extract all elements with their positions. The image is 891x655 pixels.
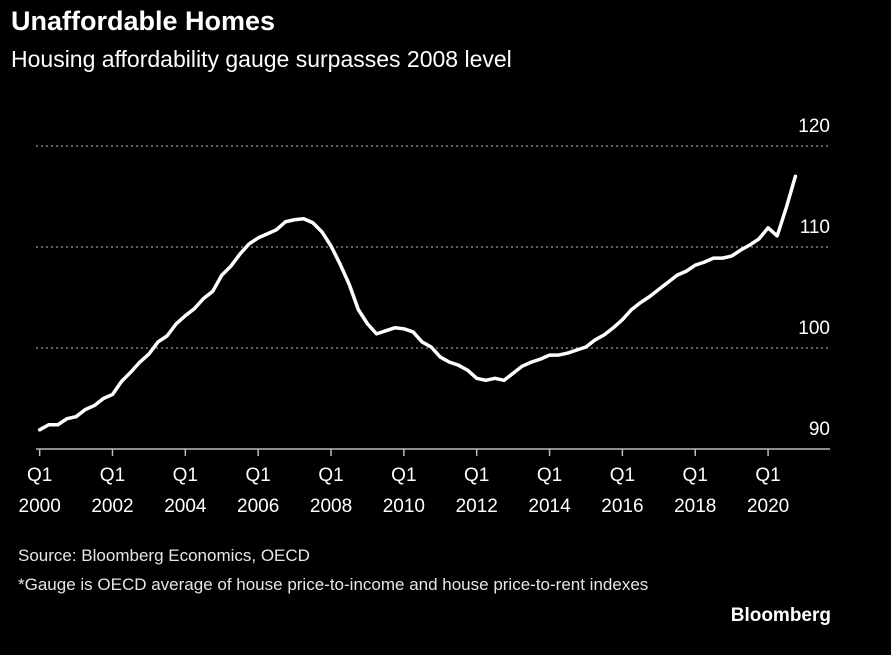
x-tick-label: 2018 — [674, 496, 716, 517]
y-tick-label: 110 — [800, 217, 830, 238]
x-tick-label: Q1 — [610, 465, 635, 486]
chart-title: Unaffordable Homes — [11, 6, 276, 36]
x-tick-label: 2020 — [747, 496, 789, 517]
note: *Gauge is OECD average of house price-to… — [18, 575, 649, 594]
x-tick-label: Q1 — [173, 465, 198, 486]
chart-subtitle: Housing affordability gauge surpasses 20… — [11, 46, 512, 72]
y-tick-label: 90 — [809, 419, 830, 440]
x-tick-label: 2006 — [237, 496, 279, 517]
x-tick-label: Q1 — [100, 465, 125, 486]
line — [37, 174, 798, 432]
brand: Bloomberg — [730, 605, 831, 626]
x-tick-label: Q1 — [537, 465, 562, 486]
x-tick-label: 2008 — [310, 496, 352, 517]
chart: 90 100 110 120 Q1 2000 Q1 2002 Q1 2004 Q1 2006 Q1 200… — [19, 116, 830, 517]
x-tick-label: 2004 — [164, 496, 207, 517]
x-tick-label: 2014 — [528, 496, 571, 517]
x-tick-label: 2000 — [19, 496, 61, 517]
y-tick-label: 120 — [798, 116, 830, 137]
x-tick-label: Q1 — [755, 465, 780, 486]
y-tick-label: 100 — [798, 318, 830, 339]
x-tick-label: Q1 — [464, 465, 489, 486]
source: Source: Bloomberg Economics, OECD — [18, 546, 310, 565]
x-tick-label: Q1 — [27, 465, 52, 486]
x-tick-label: Q1 — [245, 465, 270, 486]
x-tick-label: 2010 — [383, 496, 425, 517]
x-tick-label: Q1 — [391, 465, 416, 486]
x-tick-label: 2016 — [601, 496, 643, 517]
x-tick-label: 2002 — [91, 496, 133, 517]
x-tick-label: Q1 — [318, 465, 343, 486]
x-tick-label: 2012 — [456, 496, 498, 517]
x-tick-label: Q1 — [683, 465, 708, 486]
